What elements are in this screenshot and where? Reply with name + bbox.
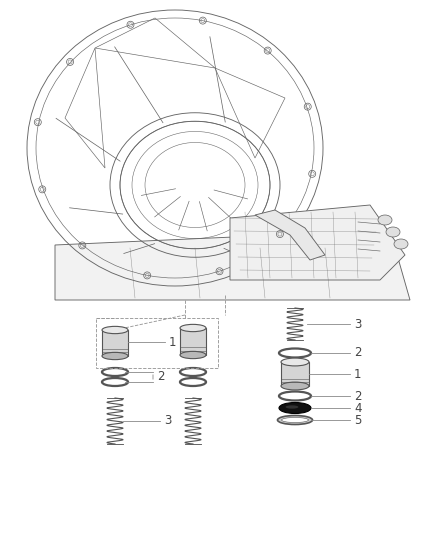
Polygon shape — [102, 330, 128, 356]
Ellipse shape — [279, 402, 311, 414]
Ellipse shape — [386, 227, 400, 237]
Polygon shape — [55, 230, 410, 300]
Text: 5: 5 — [354, 414, 361, 426]
Polygon shape — [255, 210, 325, 260]
Ellipse shape — [281, 382, 309, 390]
Ellipse shape — [378, 215, 392, 225]
Ellipse shape — [180, 325, 206, 332]
Text: 2: 2 — [354, 390, 361, 402]
Text: 1: 1 — [354, 367, 361, 381]
Text: 4: 4 — [354, 401, 361, 415]
Ellipse shape — [282, 417, 308, 423]
Text: 2: 2 — [354, 346, 361, 359]
Ellipse shape — [102, 326, 128, 334]
Text: 1: 1 — [169, 335, 177, 349]
Polygon shape — [180, 328, 206, 355]
Polygon shape — [281, 362, 309, 386]
Ellipse shape — [180, 351, 206, 359]
Ellipse shape — [281, 358, 309, 366]
Text: 3: 3 — [164, 415, 171, 427]
Ellipse shape — [286, 406, 298, 409]
Ellipse shape — [102, 352, 128, 360]
Text: 2: 2 — [157, 370, 165, 384]
Polygon shape — [230, 205, 405, 280]
Ellipse shape — [278, 416, 312, 424]
Ellipse shape — [394, 239, 408, 249]
Text: 3: 3 — [354, 318, 361, 330]
